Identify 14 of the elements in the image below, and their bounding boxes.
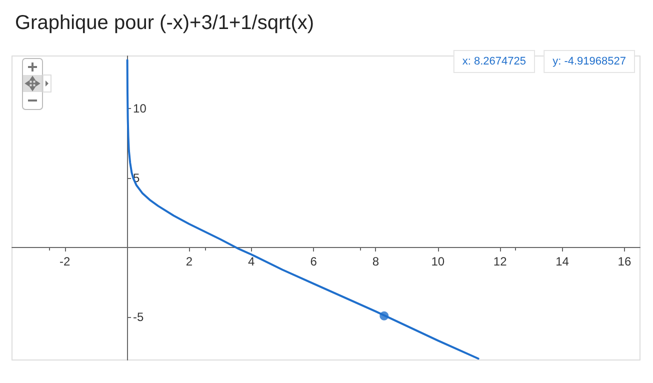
x-tick-label: 8 [372, 254, 380, 269]
x-tick-label: 2 [186, 254, 193, 269]
x-tick-label: -2 [60, 254, 71, 269]
x-tick-label: 10 [431, 254, 445, 269]
y-tick-label: 10 [133, 102, 147, 116]
x-tick-label: 16 [618, 254, 632, 269]
x-tick-label: 12 [493, 254, 508, 269]
x-tick-label: 4 [248, 254, 256, 269]
y-tick-label: -5 [133, 310, 144, 324]
annotation: y: -4.91968527 [552, 56, 626, 68]
annotation: x: 8.2674725 [462, 56, 526, 68]
x-tick-label: 14 [556, 254, 570, 269]
chart-title: Graphique pour (-x)+3/1+1/sqrt(x) [15, 12, 314, 34]
x-tick-label: 6 [310, 254, 318, 269]
